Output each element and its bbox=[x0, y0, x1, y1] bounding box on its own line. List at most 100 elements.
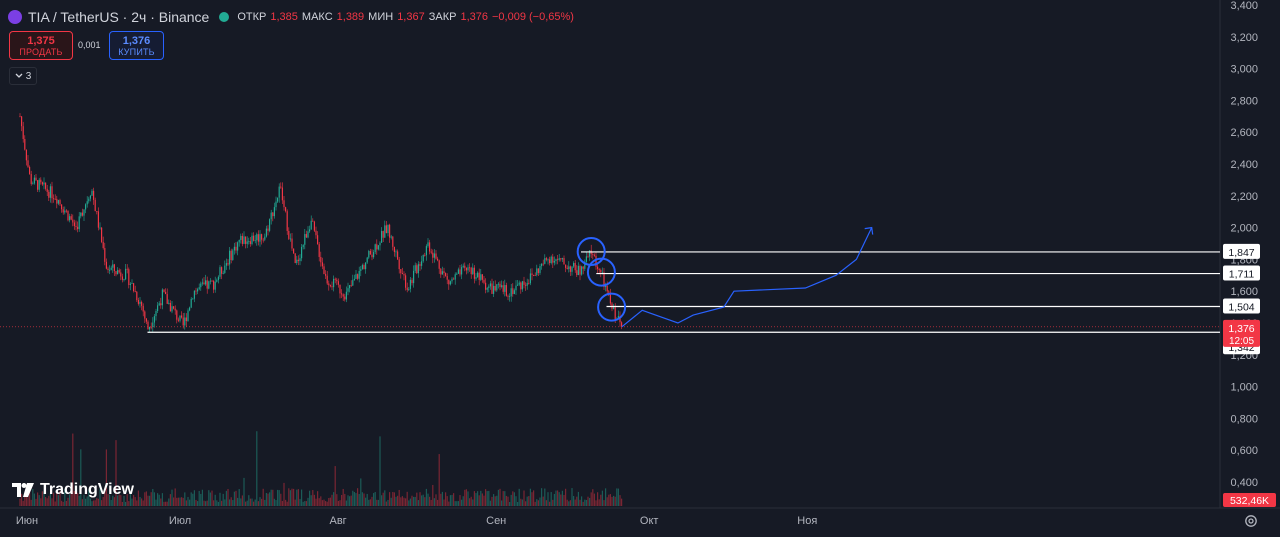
candle-body bbox=[545, 258, 547, 260]
volume-bar bbox=[611, 496, 613, 506]
volume-bar bbox=[125, 501, 127, 506]
candle-body bbox=[614, 307, 616, 320]
volume-bar bbox=[166, 501, 168, 506]
candle-body bbox=[53, 198, 55, 200]
candle-body bbox=[203, 282, 205, 285]
volume-bar bbox=[325, 501, 327, 506]
candle-body bbox=[304, 234, 306, 245]
volume-bar bbox=[37, 492, 39, 506]
tradingview-logo[interactable]: TradingView bbox=[12, 481, 134, 499]
candle-body bbox=[449, 281, 451, 285]
candle-body bbox=[235, 246, 237, 251]
candle-body bbox=[457, 269, 459, 274]
candle-body bbox=[230, 250, 232, 261]
volume-bar bbox=[302, 501, 304, 506]
volume-bar bbox=[229, 499, 231, 506]
volume-bar bbox=[566, 499, 568, 506]
y-tick-label: 2,400 bbox=[1230, 159, 1258, 171]
volume-bar bbox=[123, 495, 125, 506]
candle-body bbox=[107, 268, 109, 270]
volume-bar bbox=[377, 499, 379, 506]
price-countdown-label: 12:05 bbox=[1229, 336, 1254, 347]
candle-body bbox=[502, 285, 504, 292]
candle-body bbox=[275, 201, 277, 208]
candle-body bbox=[409, 279, 411, 289]
volume-bar bbox=[225, 490, 227, 506]
candle-body bbox=[424, 255, 426, 256]
current-price-label: 1,376 bbox=[1228, 323, 1254, 335]
candle-body bbox=[262, 239, 264, 241]
sell-label: ПРОДАТЬ bbox=[19, 46, 63, 57]
candle-body bbox=[469, 267, 471, 269]
volume-bar bbox=[38, 495, 40, 506]
candle-body bbox=[219, 267, 221, 277]
volume-bar bbox=[475, 493, 477, 506]
volume-bar bbox=[99, 488, 101, 506]
volume-bar bbox=[446, 496, 448, 506]
volume-bar bbox=[339, 500, 341, 506]
candle-body bbox=[430, 251, 432, 253]
candle-body bbox=[278, 186, 280, 198]
candle-body bbox=[126, 268, 128, 270]
candle-body bbox=[494, 285, 496, 291]
candle-body bbox=[206, 280, 208, 289]
candle-body bbox=[254, 240, 256, 242]
candle-body bbox=[529, 273, 531, 284]
volume-bar bbox=[616, 488, 618, 506]
gear-icon[interactable] bbox=[1244, 514, 1258, 528]
volume-bar bbox=[357, 488, 359, 506]
y-tick-label: 1,000 bbox=[1230, 382, 1258, 394]
volume-bar bbox=[181, 497, 183, 506]
candle-body bbox=[61, 204, 63, 210]
candle-body bbox=[297, 259, 299, 262]
candle-body bbox=[352, 279, 354, 286]
volume-bar bbox=[57, 495, 59, 506]
candle-body bbox=[118, 270, 120, 273]
candle-body bbox=[496, 284, 498, 291]
volume-bar bbox=[584, 499, 586, 506]
volume-bar bbox=[96, 498, 98, 506]
volume-bar bbox=[464, 489, 466, 506]
candle-body bbox=[78, 216, 80, 230]
volume-bar bbox=[353, 491, 355, 506]
volume-bar bbox=[557, 490, 559, 506]
chevron-down-icon bbox=[15, 73, 23, 78]
candle-body bbox=[446, 275, 448, 280]
volume-bar bbox=[158, 494, 160, 506]
volume-bar bbox=[525, 501, 527, 506]
candle-body bbox=[373, 252, 375, 258]
volume-bar bbox=[299, 498, 301, 506]
volume-bar bbox=[243, 477, 245, 506]
volume-bar bbox=[254, 499, 256, 506]
volume-bar bbox=[145, 491, 147, 506]
volume-bar bbox=[368, 499, 370, 506]
candle-body bbox=[334, 278, 336, 280]
volume-bar bbox=[27, 496, 29, 506]
candle-body bbox=[73, 222, 75, 227]
candle-body bbox=[360, 269, 362, 271]
volume-bar bbox=[326, 501, 328, 506]
candle-body bbox=[313, 221, 315, 231]
indicators-toggle-button[interactable]: 3 bbox=[9, 67, 37, 85]
volume-bar bbox=[515, 496, 517, 506]
volume-bar bbox=[93, 500, 95, 506]
x-tick-label: Авг bbox=[329, 515, 346, 527]
volume-bar bbox=[425, 488, 427, 506]
candle-body bbox=[526, 282, 528, 286]
volume-bar bbox=[581, 496, 583, 506]
candle-body bbox=[155, 311, 157, 317]
candle-body bbox=[248, 241, 250, 243]
candle-body bbox=[497, 283, 499, 285]
volume-bar bbox=[309, 490, 311, 506]
sell-button[interactable]: 1,375 ПРОДАТЬ bbox=[9, 31, 73, 60]
volume-bar bbox=[128, 501, 130, 506]
candle-body bbox=[507, 295, 509, 297]
volume-bar bbox=[267, 493, 269, 506]
buy-button[interactable]: 1,376 КУПИТЬ bbox=[109, 31, 164, 60]
symbol-title[interactable]: TIA / TetherUS · 2ч · Binance bbox=[28, 9, 210, 25]
chart-header: TIA / TetherUS · 2ч · Binance ОТКР 1,385 М… bbox=[8, 9, 574, 25]
volume-bar bbox=[613, 495, 615, 506]
volume-bar bbox=[168, 498, 170, 506]
volume-bar bbox=[387, 499, 389, 506]
